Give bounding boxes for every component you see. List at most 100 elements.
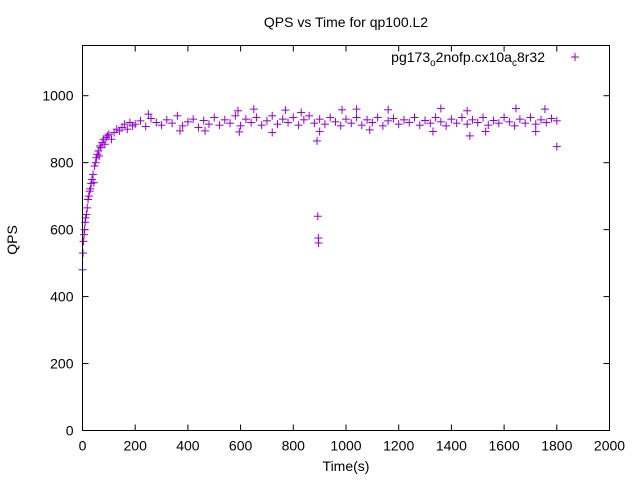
data-point (511, 104, 520, 113)
data-point (436, 104, 445, 113)
data-point (468, 115, 477, 124)
data-point (473, 118, 482, 127)
chart-title: QPS vs Time for qp100.L2 (264, 14, 428, 30)
data-point (215, 121, 224, 130)
x-tick-label: 1000 (330, 438, 361, 454)
data-point (220, 115, 229, 124)
data-point (241, 115, 250, 124)
data-point (315, 115, 324, 124)
x-tick-label: 1400 (436, 438, 467, 454)
data-point (120, 120, 129, 129)
data-point (252, 113, 261, 122)
data-point (452, 119, 461, 128)
data-point (515, 115, 524, 124)
data-point (526, 113, 535, 122)
data-point (465, 131, 474, 140)
y-tick-label: 1000 (42, 88, 73, 104)
legend-label: pg173o2nofp.cx10ac8r32 (391, 49, 545, 69)
data-point (294, 121, 303, 130)
x-axis-label: Time(s) (323, 458, 370, 474)
data-point (144, 110, 153, 119)
data-point (84, 192, 93, 201)
data-point (442, 121, 451, 130)
data-point (103, 131, 112, 140)
data-point (204, 120, 213, 129)
data-point (91, 158, 100, 167)
data-point (338, 105, 347, 114)
data-point (107, 135, 116, 144)
data-point (86, 184, 95, 193)
data-point (226, 119, 235, 128)
data-point (363, 115, 372, 124)
data-point (235, 127, 244, 136)
data-point (552, 116, 561, 125)
data-point (90, 162, 99, 171)
legend-text-part: 2nofp.cx10a (436, 49, 512, 65)
data-point (268, 128, 277, 137)
legend-plus-icon (571, 53, 579, 61)
data-point (320, 120, 329, 129)
data-point (173, 111, 182, 120)
data-point (194, 123, 203, 132)
data-point (336, 121, 345, 130)
x-tick-label: 400 (176, 438, 200, 454)
data-point (313, 136, 322, 145)
data-point (373, 113, 382, 122)
data-point (157, 121, 166, 130)
data-point (378, 121, 387, 130)
data-point (141, 122, 150, 131)
data-point (431, 113, 440, 122)
data-point (505, 117, 514, 126)
data-point (79, 249, 88, 258)
data-point (262, 116, 271, 125)
x-tick-label: 800 (282, 438, 306, 454)
data-point (89, 178, 98, 187)
data-point (249, 105, 258, 114)
data-point (510, 121, 519, 130)
data-point (463, 120, 472, 129)
data-point (83, 203, 92, 212)
data-point (552, 142, 561, 151)
data-point (384, 105, 393, 114)
data-point (405, 118, 414, 127)
data-point (80, 225, 89, 234)
data-point (481, 127, 490, 136)
data-point (199, 116, 208, 125)
data-point (96, 143, 105, 152)
data-points (78, 104, 561, 274)
data-point (531, 120, 540, 129)
y-tick-label: 200 (50, 356, 74, 372)
data-point (447, 115, 456, 124)
x-tick-label: 1200 (383, 438, 414, 454)
data-point (436, 117, 445, 126)
data-point (168, 119, 177, 128)
data-point (415, 121, 424, 130)
data-point (175, 126, 184, 135)
data-point (131, 120, 140, 129)
data-point (104, 130, 113, 139)
data-point (542, 118, 551, 127)
data-point (428, 127, 437, 136)
legend-text-part: 8r32 (517, 49, 545, 65)
y-axis-label: QPS (4, 225, 20, 255)
axis-ticks: 0 200 400 600 800 1000 1200 1400 1600 1800 2000 0 20… (42, 45, 625, 454)
data-point (479, 113, 488, 122)
data-point (331, 117, 340, 126)
data-point (500, 113, 509, 122)
data-point (352, 105, 361, 114)
data-point (494, 119, 503, 128)
data-point (284, 118, 293, 127)
x-tick-label: 0 (79, 438, 87, 454)
data-point (389, 114, 398, 123)
data-point (357, 121, 366, 130)
data-point (536, 115, 545, 124)
data-point (233, 106, 242, 115)
data-point (289, 113, 298, 122)
data-point (489, 116, 498, 125)
data-point (95, 151, 104, 160)
y-tick-label: 600 (50, 222, 74, 238)
data-point (79, 237, 88, 246)
data-point (189, 115, 198, 124)
legend-text-part: pg173 (391, 49, 430, 65)
